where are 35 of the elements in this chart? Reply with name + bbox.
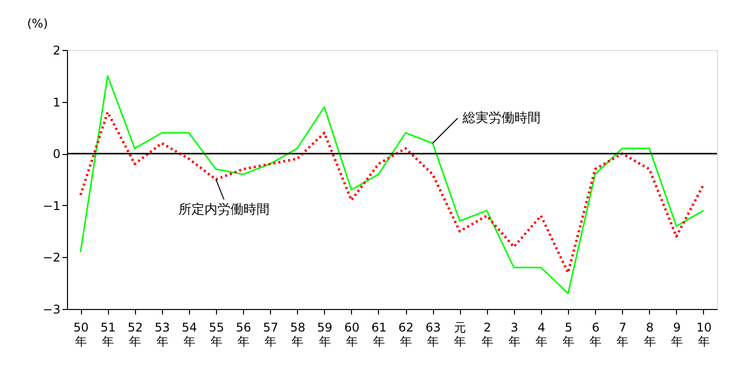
x-tick-label: 57年 xyxy=(262,320,278,348)
x-tick-label: 54年 xyxy=(182,320,198,348)
x-tick-label: 62年 xyxy=(398,320,414,348)
x-tick-label: 4年 xyxy=(535,320,548,348)
x-tick-label: 53年 xyxy=(154,320,170,348)
x-tick-label: 5年 xyxy=(562,320,575,348)
y-axis-title: (%) xyxy=(27,16,48,30)
x-tick-label: 56年 xyxy=(236,320,252,348)
y-tick-label: 1 xyxy=(52,95,60,110)
x-tick-label: 59年 xyxy=(317,320,332,348)
line-series xyxy=(79,110,705,274)
x-tick-label: 6年 xyxy=(590,320,602,348)
y-tick-label: −2 xyxy=(42,250,60,265)
x-tick-label: 9年 xyxy=(670,320,683,348)
y-tick-label: 2 xyxy=(52,44,60,58)
x-tick-label: 61年 xyxy=(371,320,387,348)
x-tick-label: 63年 xyxy=(425,320,441,348)
x-tick-label: 3年 xyxy=(508,320,520,348)
x-tick-label: 60年 xyxy=(344,320,360,348)
x-tick-label: 10年 xyxy=(696,320,712,348)
text: 総実労働時間 xyxy=(462,110,541,126)
x-tick-label: 51年 xyxy=(100,320,116,348)
x-tick-label: 7年 xyxy=(616,320,629,348)
x-tick-label: 8年 xyxy=(644,320,656,348)
text: 所定内労働時間 xyxy=(178,202,270,218)
y-tick-label: 0 xyxy=(52,147,60,162)
x-tick-label: 50年 xyxy=(73,320,89,348)
y-tick-label: −1 xyxy=(42,198,60,213)
line-series xyxy=(80,75,704,294)
x-tick-label: 55年 xyxy=(208,320,224,348)
y-tick-label: −3 xyxy=(42,302,60,316)
x-tick-label: 元年 xyxy=(454,320,466,348)
x-tick-label: 52年 xyxy=(128,320,143,348)
x-tick-label: 2年 xyxy=(481,320,494,348)
x-tick-label: 58年 xyxy=(290,320,306,348)
